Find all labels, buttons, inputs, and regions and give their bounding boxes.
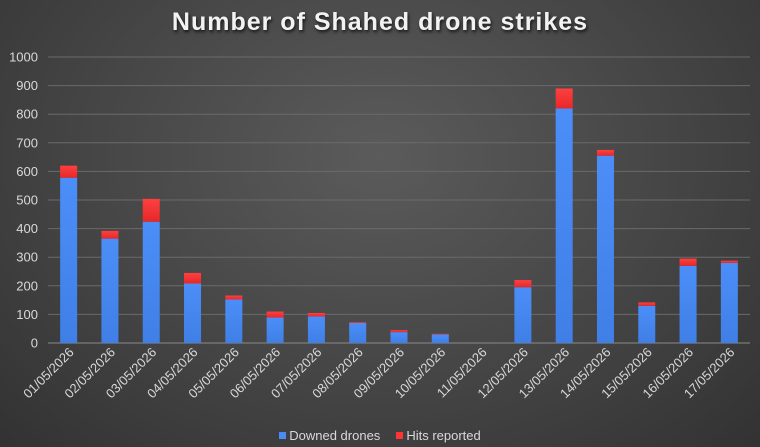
bar-downed-drones	[101, 238, 119, 343]
bar-hits-reported	[555, 88, 573, 109]
bar-hits-reported	[60, 165, 78, 178]
bar-downed-drones	[514, 287, 532, 343]
y-tick-label: 900	[16, 78, 38, 93]
bar-hits-reported	[431, 333, 449, 335]
bar-hits-reported	[101, 230, 119, 239]
bar-downed-drones	[555, 108, 573, 343]
bar-downed-drones	[142, 221, 160, 343]
legend-label-downed: Downed drones	[289, 427, 381, 443]
bar-downed-drones	[638, 305, 656, 343]
legend-swatch-hits	[396, 431, 404, 439]
legend: Downed drones Hits reported	[0, 426, 760, 444]
y-tick-label: 100	[16, 307, 38, 322]
bar-downed-drones	[431, 334, 449, 343]
bar-hits-reported	[514, 280, 532, 288]
legend-item-hits: Hits reported	[396, 427, 481, 443]
bar-downed-drones	[679, 265, 697, 343]
y-tick-label: 1000	[9, 50, 38, 65]
bar-hits-reported	[596, 149, 614, 156]
bar-hits-reported	[679, 258, 697, 266]
bar-downed-drones	[720, 262, 738, 343]
bar-hits-reported	[349, 322, 367, 323]
bar-downed-drones	[266, 317, 284, 343]
y-tick-label: 600	[16, 164, 38, 179]
bar-hits-reported	[307, 312, 325, 317]
y-tick-label: 800	[16, 107, 38, 122]
bar-downed-drones	[307, 316, 325, 343]
bar-hits-reported	[225, 295, 243, 300]
bar-hits-reported	[184, 272, 202, 284]
legend-swatch-downed	[279, 431, 287, 439]
bar-downed-drones	[60, 177, 78, 343]
bar-downed-drones	[390, 332, 408, 343]
bar-hits-reported	[266, 311, 284, 318]
y-tick-label: 300	[16, 250, 38, 265]
chart-title: Number of Shahed drone strikes	[171, 8, 589, 36]
y-tick-label: 200	[16, 278, 38, 293]
bar-downed-drones	[184, 283, 202, 343]
bar-hits-reported	[142, 198, 160, 222]
legend-label-hits: Hits reported	[406, 427, 481, 443]
legend-item-downed: Downed drones	[279, 428, 380, 443]
bar-downed-drones	[349, 322, 367, 343]
y-tick-label: 700	[16, 135, 38, 150]
y-tick-label: 500	[16, 193, 38, 208]
bar-downed-drones	[225, 299, 243, 343]
y-tick-label: 400	[16, 221, 38, 236]
bar-hits-reported	[390, 330, 408, 333]
bar-hits-reported	[720, 260, 738, 263]
y-tick-label: 0	[31, 336, 38, 351]
bar-downed-drones	[596, 155, 614, 343]
bar-hits-reported	[638, 302, 656, 306]
